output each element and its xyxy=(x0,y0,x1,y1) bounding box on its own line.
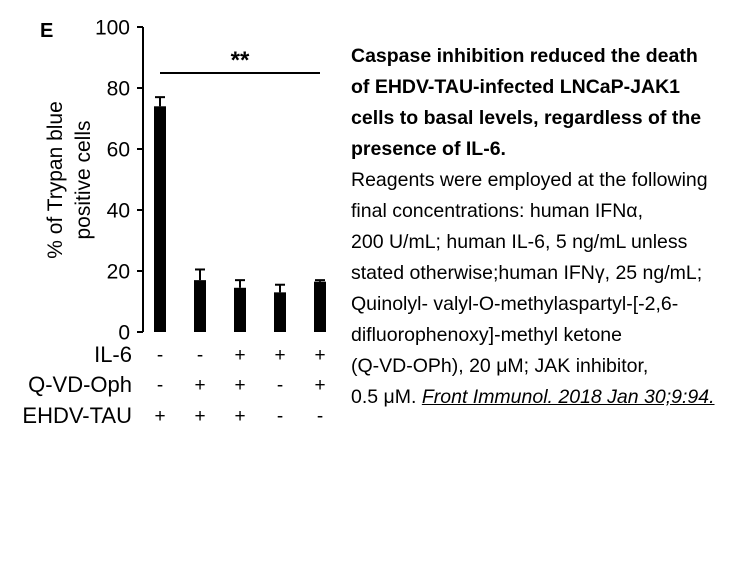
caption-title-line: of EHDV-TAU-infected LNCaP-JAK1 xyxy=(351,76,680,98)
y-tick-label: 40 xyxy=(107,200,130,223)
caption-title-line: Caspase inhibition reduced the death xyxy=(351,45,698,67)
condition-sign: - xyxy=(157,375,163,396)
caption-body-line: Reagents were employed at the following xyxy=(351,169,708,191)
condition-sign: + xyxy=(234,375,245,396)
condition-sign: + xyxy=(194,375,205,396)
y-tick-label: 20 xyxy=(107,261,130,284)
caption-body-line: (Q-VD-OPh), 20 μM; JAK inhibitor, xyxy=(351,355,649,377)
bar xyxy=(194,280,206,332)
caption-body-line: final concentrations: human IFNα, xyxy=(351,200,643,222)
condition-sign: + xyxy=(274,345,285,366)
bar xyxy=(234,287,246,332)
figure-caption: Caspase inhibition reduced the death of … xyxy=(351,41,751,413)
significance-annotation: ** xyxy=(160,47,320,74)
condition-sign: + xyxy=(154,406,165,427)
caption-body-line: Quinolyl- valyl-O-methylaspartyl-[-2,6- xyxy=(351,293,679,315)
condition-sign: + xyxy=(314,375,325,396)
bar-chart: E % of Trypan blue positive cells 0 20 40 60… xyxy=(22,17,326,428)
caption-body-line: stated otherwise;human IFNγ, 25 ng/mL; xyxy=(351,262,703,284)
y-axis-label-line: % of Trypan blue xyxy=(44,101,67,259)
condition-sign: + xyxy=(314,345,325,366)
bar xyxy=(274,292,286,332)
condition-sign: + xyxy=(234,345,245,366)
bars-group xyxy=(154,96,326,332)
condition-sign: + xyxy=(194,406,205,427)
panel-label: E xyxy=(40,20,53,42)
y-axis-label: % of Trypan blue positive cells xyxy=(44,101,95,259)
condition-sign: + xyxy=(234,406,245,427)
y-tick-label: 60 xyxy=(107,139,130,162)
y-tick-label: 80 xyxy=(107,78,130,101)
condition-label: Q-VD-Oph xyxy=(28,372,132,397)
bar xyxy=(314,281,326,332)
bar xyxy=(154,106,166,332)
condition-label: IL-6 xyxy=(94,342,132,367)
condition-sign: - xyxy=(277,406,283,427)
y-tick-label: 0 xyxy=(118,322,130,345)
significance-label: ** xyxy=(231,47,250,74)
condition-table: IL-6 - - + + + Q-VD-Oph - + + - + EHDV-TAU + + + - - xyxy=(22,342,325,428)
caption-title-line: presence of IL-6. xyxy=(351,138,506,160)
condition-sign: - xyxy=(197,345,203,366)
condition-label: EHDV-TAU xyxy=(22,403,132,428)
caption-last-line: 0.5 μM. Front Immunol. 2018 Jan 30;9:94. xyxy=(351,382,751,413)
condition-sign: - xyxy=(317,406,323,427)
caption-last-line-text: 0.5 μM. xyxy=(351,386,422,408)
condition-sign: - xyxy=(157,345,163,366)
caption-body-line: 200 U/mL; human IL-6, 5 ng/mL unless xyxy=(351,231,688,253)
condition-sign: - xyxy=(277,375,283,396)
y-tick-label: 100 xyxy=(95,17,130,40)
y-axis-label-line: positive cells xyxy=(72,120,95,239)
y-axis: 0 20 40 60 80 100 xyxy=(95,17,144,345)
caption-title-line: cells to basal levels, regardless of the xyxy=(351,107,702,129)
citation-link[interactable]: Front Immunol. 2018 Jan 30;9:94. xyxy=(421,386,715,408)
caption-body-line: difluorophenoxy]-methyl ketone xyxy=(351,324,622,346)
